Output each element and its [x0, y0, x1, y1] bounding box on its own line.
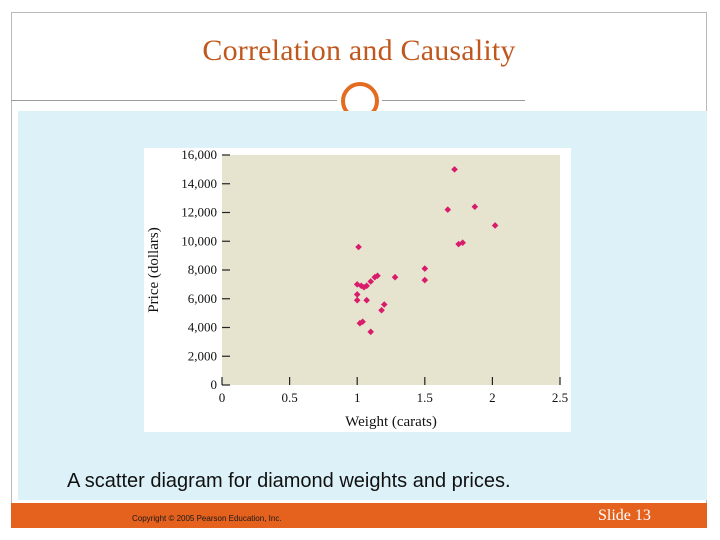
- data-point: [360, 283, 368, 291]
- data-point: [367, 328, 375, 336]
- y-axis: 0 2,000 4,000 6,000 8,000 10,000 12,000 14,000 1…: [181, 148, 230, 392]
- plot-area: [222, 155, 560, 385]
- y-axis-label: Price (dollars): [146, 227, 162, 312]
- y-tick-label: 16,000: [181, 148, 217, 162]
- data-point: [471, 203, 479, 211]
- data-point: [459, 239, 466, 246]
- x-tick-label: 0: [219, 390, 226, 405]
- y-tick-label: 4,000: [188, 320, 217, 335]
- data-point: [374, 272, 381, 280]
- data-point: [444, 206, 452, 213]
- x-tick-label: 2.5: [552, 390, 568, 405]
- y-tick-label: 12,000: [181, 205, 217, 220]
- slide-caption: A scatter diagram for diamond weights an…: [67, 470, 511, 492]
- data-points: [353, 166, 499, 336]
- y-tick-label: 14,000: [181, 176, 217, 191]
- data-point: [359, 318, 366, 326]
- data-point: [363, 296, 370, 304]
- data-point: [355, 243, 362, 251]
- data-point: [367, 278, 375, 285]
- x-axis: 0 0.5 1 1.5 2 2.5: [219, 377, 568, 405]
- data-point: [391, 273, 399, 281]
- title-divider-right: [382, 100, 525, 101]
- title-divider-left: [11, 100, 337, 101]
- x-tick-label: 2: [489, 390, 496, 405]
- y-tick-label: 2,000: [188, 348, 217, 363]
- data-point: [353, 291, 361, 298]
- x-tick-label: 1.5: [417, 390, 433, 405]
- data-point: [353, 296, 361, 304]
- x-tick-label: 0.5: [281, 390, 297, 405]
- scatter-chart-svg: 0 2,000 4,000 6,000 8,000 10,000 12,000 14,000 1…: [146, 148, 568, 430]
- data-point: [491, 222, 499, 229]
- copyright-text: Copyright © 2005 Pearson Education, Inc.: [132, 514, 282, 523]
- y-tick-label: 6,000: [188, 291, 217, 306]
- x-axis-label: Weight (carats): [345, 414, 437, 430]
- y-tick-label: 10,000: [181, 233, 217, 248]
- data-point: [380, 301, 388, 308]
- data-point: [451, 166, 458, 173]
- data-point: [421, 276, 429, 284]
- slide-number: Slide 13: [598, 507, 651, 524]
- data-point: [378, 306, 385, 314]
- scatter-chart: 0 2,000 4,000 6,000 8,000 10,000 12,000 14,000 1…: [144, 148, 571, 432]
- slide-title: Correlation and Causality: [202, 34, 516, 67]
- data-point: [421, 265, 429, 272]
- data-point: [363, 282, 370, 290]
- footer-bar: [11, 503, 707, 528]
- x-tick-label: 1: [354, 390, 361, 405]
- y-tick-label: 8,000: [188, 262, 217, 277]
- y-tick-label: 0: [211, 377, 218, 392]
